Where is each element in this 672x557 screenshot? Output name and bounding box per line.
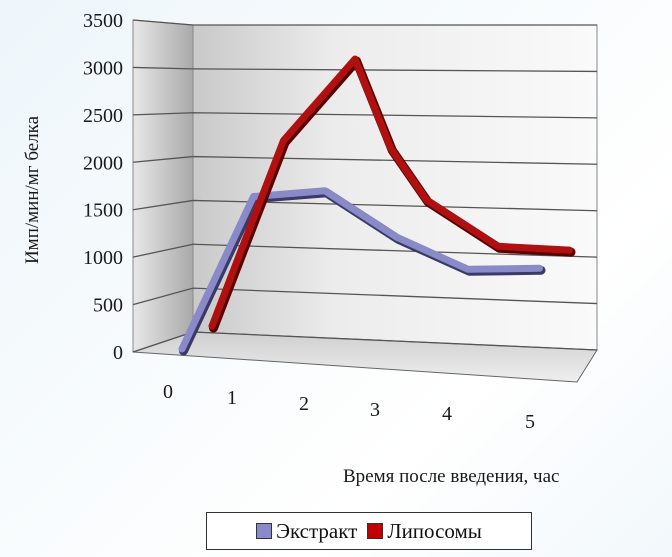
x-axis-label: Время после введения, час bbox=[343, 466, 559, 487]
x-tick-label-3: 3 bbox=[370, 399, 380, 421]
y-axis-label: Имп/мин/мг белка bbox=[22, 115, 43, 264]
gridline-3 bbox=[132, 199, 598, 212]
legend-label-extract: Экстракт bbox=[276, 518, 358, 543]
legend-item-extract: Экстракт bbox=[256, 519, 357, 544]
y-tick-label-7: 3500 bbox=[83, 10, 123, 32]
gridlines bbox=[132, 19, 598, 353]
legend: Экстракт Липосомы bbox=[206, 512, 532, 550]
gridline-4 bbox=[132, 155, 598, 165]
y-tick-label-2: 1000 bbox=[83, 247, 123, 269]
y-tick-label-5: 2500 bbox=[83, 105, 123, 127]
gridline-7 bbox=[132, 19, 597, 26]
x-tick-label-2: 2 bbox=[299, 393, 309, 415]
x-tick-label-1: 1 bbox=[227, 387, 237, 409]
gridline-6 bbox=[132, 66, 598, 73]
legend-label-liposomes: Липосомы bbox=[387, 518, 482, 543]
y-tick-label-0: 0 bbox=[113, 342, 123, 364]
y-tick-label-4: 2000 bbox=[83, 152, 123, 174]
series-line-0 bbox=[178, 187, 543, 353]
x-tick-label-0: 0 bbox=[163, 381, 173, 403]
legend-swatch-liposomes bbox=[367, 523, 384, 539]
gridline-2 bbox=[132, 243, 598, 258]
gridline-1 bbox=[132, 287, 598, 306]
y-tick-label-3: 1500 bbox=[83, 200, 123, 222]
x-tick-label-5: 5 bbox=[525, 411, 535, 433]
y-tick-label-1: 500 bbox=[93, 295, 123, 317]
series-line-1 bbox=[208, 55, 573, 330]
legend-swatch-extract bbox=[256, 523, 273, 539]
legend-item-liposomes: Липосомы bbox=[367, 519, 482, 544]
y-tick-label-6: 3000 bbox=[83, 57, 123, 79]
x-tick-labels: 0 1 2 3 4 5 bbox=[163, 381, 535, 433]
y-tick-labels: 0 500 1000 1500 2000 2500 3000 3500 bbox=[83, 10, 123, 364]
x-tick-label-4: 4 bbox=[442, 403, 452, 425]
series-group bbox=[178, 55, 576, 356]
gridline-5 bbox=[132, 112, 598, 119]
